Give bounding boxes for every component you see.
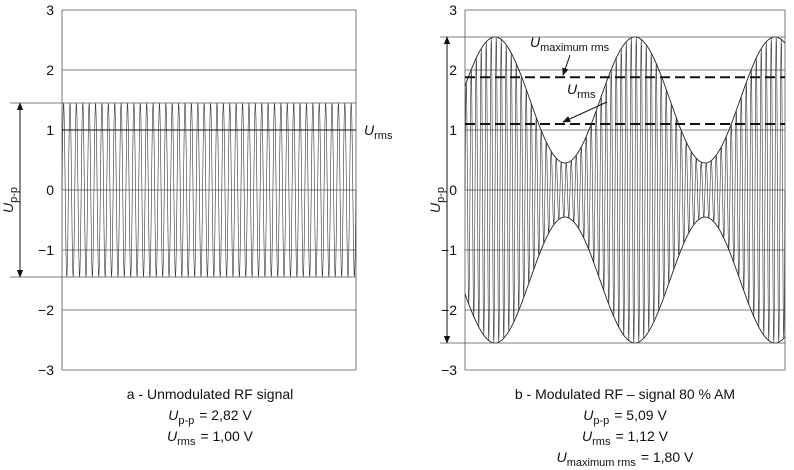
symbol-label: Up-p — [427, 187, 447, 213]
envelope — [464, 36, 786, 164]
caption-title: a - Unmodulated RF signal — [127, 386, 294, 402]
value-text: = 1,80 V — [641, 449, 694, 465]
symbol-label: Umaximum rms — [530, 34, 610, 54]
y-tick-label: −2 — [38, 302, 54, 318]
subscript: p-p — [435, 187, 447, 203]
symbol: U — [0, 202, 16, 213]
symbol-label: Umaximum rms = 1,80 V — [557, 449, 694, 469]
symbol: U — [582, 428, 593, 444]
y-tick-label: 2 — [449, 62, 457, 78]
symbol-label: Up-p = 2,82 V — [168, 407, 252, 427]
symbol: U — [167, 428, 178, 444]
y-tick-label: 3 — [449, 2, 457, 18]
waveform — [464, 37, 786, 343]
value-text: = 1,00 V — [200, 428, 253, 444]
y-tick-label: 1 — [449, 122, 457, 138]
symbol: U — [364, 122, 375, 138]
y-tick-label: −2 — [441, 302, 457, 318]
value-text: = 1,12 V — [615, 428, 668, 444]
symbol-label: Up-p — [0, 187, 20, 213]
symbol-label: Urms = 1,00 V — [167, 428, 254, 448]
caption-title: b - Modulated RF – signal 80 % AM — [515, 386, 735, 402]
y-tick-label: 0 — [449, 182, 457, 198]
symbol: U — [557, 449, 568, 465]
symbol: U — [530, 34, 541, 50]
subscript: p-p — [8, 187, 20, 203]
symbol-label: Urms — [567, 81, 596, 101]
pointer-arrow — [562, 101, 608, 123]
waveform — [61, 102, 357, 278]
pointer-arrow — [562, 55, 571, 76]
y-tick-label: −1 — [441, 242, 457, 258]
y-tick-label: −3 — [441, 362, 457, 378]
value-text: = 2,82 V — [199, 407, 252, 423]
symbol: U — [583, 407, 594, 423]
subscript: rms — [374, 130, 393, 142]
symbol-label: Up-p = 5,09 V — [583, 407, 667, 427]
symbol: U — [427, 202, 443, 213]
y-tick-label: 1 — [46, 122, 54, 138]
subscript: rms — [577, 89, 596, 101]
y-tick-label: 0 — [46, 182, 54, 198]
y-tick-label: −3 — [38, 362, 54, 378]
subscript: p-p — [593, 415, 609, 427]
subscript: maximum rms — [540, 42, 610, 54]
subscript: p-p — [178, 415, 194, 427]
envelope — [464, 216, 786, 344]
value-text: = 5,09 V — [614, 407, 667, 423]
symbol: U — [567, 81, 578, 97]
symbol-label: Urms = 1,12 V — [582, 428, 669, 448]
subscript: maximum rms — [567, 457, 637, 469]
y-tick-label: 2 — [46, 62, 54, 78]
subscript: rms — [177, 436, 196, 448]
y-tick-label: 3 — [46, 2, 54, 18]
symbol-label: Urms — [364, 122, 393, 142]
subscript: rms — [592, 436, 611, 448]
y-tick-label: −1 — [38, 242, 54, 258]
symbol: U — [168, 407, 179, 423]
